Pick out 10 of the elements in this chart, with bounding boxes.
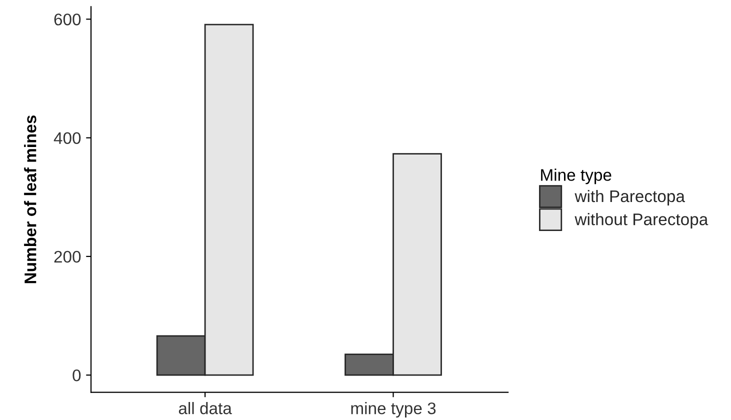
y-axis-title: Number of leaf mines	[24, 115, 36, 284]
legend-title: Mine type	[541, 168, 612, 184]
x-tick-label: all data	[178, 402, 232, 414]
y-tick-label: 0	[72, 369, 81, 382]
legend-label: without Parectopa	[574, 213, 708, 229]
y-tick-label: 600	[54, 14, 81, 26]
x-tick-label: mine type 3	[351, 402, 436, 418]
legend-label: with Parectopa	[574, 190, 685, 206]
y-tick-label: 200	[54, 250, 81, 263]
y-tick-label: 400	[54, 132, 81, 144]
